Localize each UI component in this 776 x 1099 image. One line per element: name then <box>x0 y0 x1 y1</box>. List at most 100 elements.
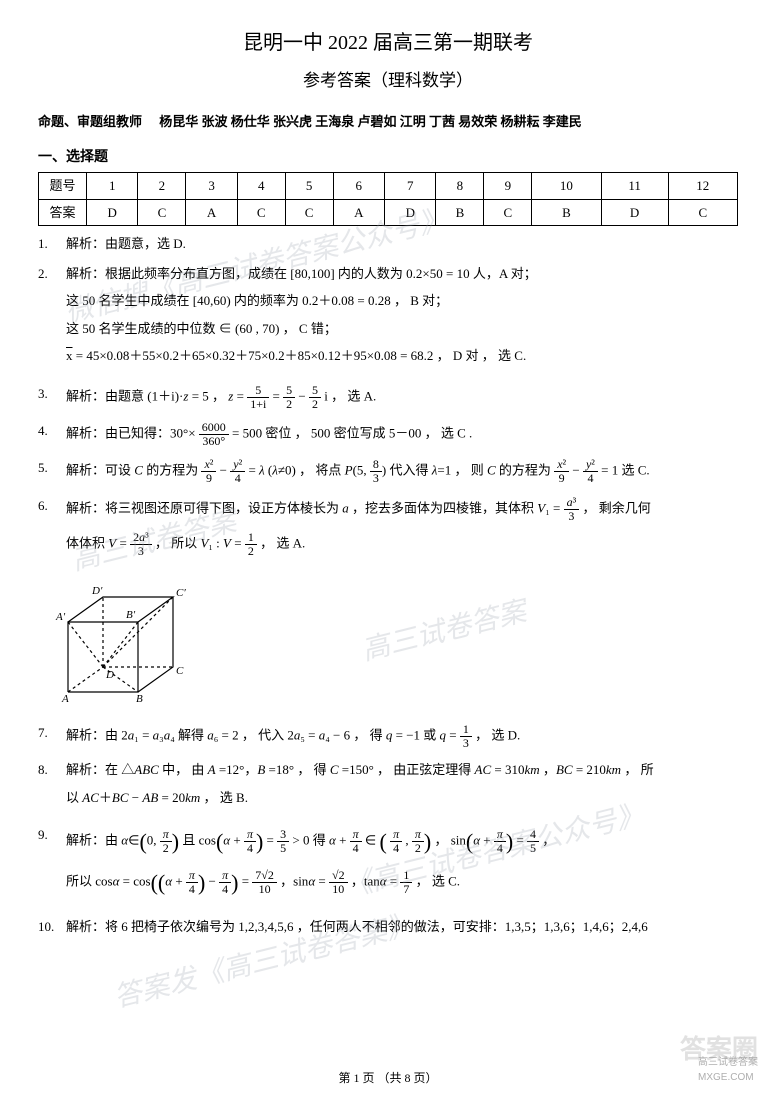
qnum: 5. <box>38 458 66 485</box>
question-9: 9. 解析：由 α∈(0, π2) 且 cos(α + π4) = 35 > 0… <box>38 825 738 907</box>
table-header-label: 题号 <box>39 173 87 200</box>
fraction: π4 <box>350 828 362 855</box>
qbody: 解析：由 α∈(0, π2) 且 cos(α + π4) = 35 > 0 得 … <box>66 825 738 907</box>
col-8: 8 <box>436 173 484 200</box>
question-1: 1. 解析：由题意，选 D. <box>38 234 738 254</box>
question-4: 4. 解析：由已知得：30°× 6000360° = 500 密位 ， 500 … <box>38 421 738 448</box>
fraction: 83 <box>370 458 382 485</box>
ans-8: B <box>436 199 484 226</box>
ans-10: B <box>532 199 601 226</box>
label-Cp: C′ <box>176 587 186 599</box>
ans-7: D <box>385 199 436 226</box>
authors-row: 命题、审题组教师 杨昆华 张波 杨仕华 张兴虎 王海泉 卢碧如 江明 丁茜 易效… <box>38 112 738 132</box>
prefix: 解析： <box>66 388 105 403</box>
col-7: 7 <box>385 173 436 200</box>
prefix: 解析： <box>66 919 105 934</box>
question-8: 8. 解析：在 △ABC 中， 由 A =12°，B =18° ， 得 C =1… <box>38 760 738 815</box>
fraction: y²4 <box>583 458 598 485</box>
fraction: 45 <box>527 828 539 855</box>
section-1-title: 一、选择题 <box>38 147 738 168</box>
fraction: π2 <box>160 828 172 855</box>
question-6: 6. 解析：将三视图还原可得下图，设正方体棱长为 a ，挖去多面体为四棱锥，其体… <box>38 496 738 567</box>
col-1: 1 <box>87 173 138 200</box>
ans-12: C <box>668 199 737 226</box>
col-12: 12 <box>668 173 737 200</box>
fraction: 51+i <box>247 384 269 411</box>
fraction: π4 <box>390 828 402 855</box>
col-4: 4 <box>237 173 285 200</box>
fraction: √210 <box>329 869 348 896</box>
fraction: π4 <box>186 869 198 896</box>
line: 将 6 把椅子依次编号为 1,2,3,4,5,6 ，任何两人不相邻的做法，可安排… <box>105 919 648 934</box>
question-5: 5. 解析：可设 C 的方程为 x²9 − y²4 = λ (λ≠0) ， 将点… <box>38 458 738 485</box>
col-9: 9 <box>484 173 532 200</box>
cube-diagram: A B C D A′ B′ C′ D′ <box>48 582 218 707</box>
label-C: C <box>176 665 184 677</box>
table-row: 答案 D C A C C A D B C B D C <box>39 199 738 226</box>
fraction: 7√210 <box>252 869 277 896</box>
qnum: 1. <box>38 234 66 254</box>
qnum: 10. <box>38 917 66 937</box>
fraction: π4 <box>494 828 506 855</box>
page-title: 昆明一中 2022 届高三第一期联考 <box>38 28 738 58</box>
prefix: 解析： <box>66 236 105 251</box>
prefix: 解析： <box>66 426 105 441</box>
table-row-label: 答案 <box>39 199 87 226</box>
prefix: 解析： <box>66 728 105 743</box>
answer-table: 题号 1 2 3 4 5 6 7 8 9 10 11 12 答案 D C A C… <box>38 172 738 226</box>
fraction: π4 <box>219 869 231 896</box>
line: 由题意，选 D. <box>105 236 186 251</box>
fraction: x²9 <box>201 458 216 485</box>
ans-5: C <box>285 199 333 226</box>
qnum: 9. <box>38 825 66 907</box>
question-7: 7. 解析：由 2a₁ = a₃a₄ 解得 a₆ = 2 ， 代入 2a₅ = … <box>38 723 738 750</box>
qnum: 8. <box>38 760 66 815</box>
col-6: 6 <box>333 173 384 200</box>
label-D: D <box>105 669 114 681</box>
qbody: 解析：将三视图还原可得下图，设正方体棱长为 a ，挖去多面体为四棱锥，其体积 V… <box>66 496 738 567</box>
page-subtitle: 参考答案（理科数学） <box>38 68 738 94</box>
fraction: 17 <box>400 869 412 896</box>
page-footer: 第 1 页 （共 8 页） <box>0 1069 776 1087</box>
prefix: 解析： <box>66 266 105 281</box>
fraction: y²4 <box>230 458 245 485</box>
ans-2: C <box>138 199 186 226</box>
col-11: 11 <box>601 173 668 200</box>
xbar-icon: x <box>66 348 73 363</box>
qbody: 解析：将 6 把椅子依次编号为 1,2,3,4,5,6 ，任何两人不相邻的做法，… <box>66 917 738 937</box>
ans-9: C <box>484 199 532 226</box>
qbody: 解析：由题意，选 D. <box>66 234 738 254</box>
line: 这 50 名学生中成绩在 [40,60) 内的频率为 0.2＋0.08 = 0.… <box>66 291 738 311</box>
ans-1: D <box>87 199 138 226</box>
label-A: A <box>61 693 69 705</box>
qnum: 2. <box>38 264 66 374</box>
prefix: 解析： <box>66 833 105 848</box>
col-2: 2 <box>138 173 186 200</box>
fraction: 13 <box>460 723 472 750</box>
qbody: 解析：在 △ABC 中， 由 A =12°，B =18° ， 得 C =150°… <box>66 760 738 815</box>
qbody: 解析：由题意 (1＋i)·z = 5 ， z = 51+i = 52 − 52 … <box>66 384 738 411</box>
prefix: 解析： <box>66 762 105 777</box>
qnum: 3. <box>38 384 66 411</box>
question-3: 3. 解析：由题意 (1＋i)·z = 5 ， z = 51+i = 52 − … <box>38 384 738 411</box>
authors-label: 命题、审题组教师 <box>38 114 142 129</box>
prefix: 解析： <box>66 500 105 515</box>
ans-4: C <box>237 199 285 226</box>
authors-names: 杨昆华 张波 杨仕华 张兴虎 王海泉 卢碧如 江明 丁茜 易效荣 杨耕耘 李建民 <box>159 114 582 129</box>
table-row: 题号 1 2 3 4 5 6 7 8 9 10 11 12 <box>39 173 738 200</box>
fraction: 52 <box>283 384 295 411</box>
fraction: 12 <box>245 531 257 558</box>
label-Dp: D′ <box>91 585 103 597</box>
fraction: 52 <box>309 384 321 411</box>
col-5: 5 <box>285 173 333 200</box>
watermark: 高三试卷答案 <box>357 590 530 671</box>
logo-small: 高三试卷答案MXGE.COM <box>698 1055 758 1085</box>
fraction: x²9 <box>554 458 569 485</box>
line: 这 50 名学生成绩的中位数 ∈ (60 , 70) ， C 错； <box>66 319 738 339</box>
qbody: 解析：可设 C 的方程为 x²9 − y²4 = λ (λ≠0) ， 将点 P(… <box>66 458 738 485</box>
qnum: 4. <box>38 421 66 448</box>
fraction: 35 <box>277 828 289 855</box>
qbody: 解析：由 2a₁ = a₃a₄ 解得 a₆ = 2 ， 代入 2a₅ = a₄ … <box>66 723 738 750</box>
label-B: B <box>136 693 143 705</box>
fraction: π2 <box>412 828 424 855</box>
